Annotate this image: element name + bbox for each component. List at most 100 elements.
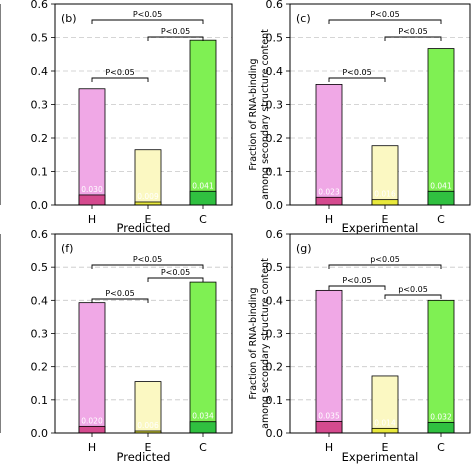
panel-g-ytick-label: 0.1: [266, 394, 284, 407]
panel-b-bracket-label: P<0.05: [105, 68, 134, 77]
panel-b-bracket-label: P<0.05: [133, 10, 162, 19]
panel-c-ytick-label: 0.2: [266, 132, 284, 145]
panel-b-bracket: [147, 36, 204, 41]
panel-b-xtick-H: H: [88, 213, 96, 226]
panel-b-data-label-C: 0.041: [192, 181, 214, 190]
panel-f-label: (f): [61, 242, 73, 255]
panel-c-bracket-label: P<0.05: [370, 10, 399, 19]
panel-c-bar-binding-H: [315, 196, 343, 206]
panel-f-bracket: [91, 298, 149, 303]
panel-f-bar-total-C: [189, 281, 217, 434]
panel-b-ytick-label: 0.0: [31, 199, 49, 212]
panel-b-bar-binding-H: [78, 194, 106, 206]
panel-b-label: (b): [61, 12, 77, 25]
panel-b-bar-total-H: [78, 88, 106, 206]
panel-f-data-label-C: 0.034: [192, 412, 214, 421]
panel-b-ytick-label: 0.2: [31, 132, 49, 145]
panel-c-data-label-C: 0.041: [430, 181, 452, 190]
panel-b-ytick-label: 0.4: [31, 65, 49, 78]
panel-b-data-label-E: 0.009: [137, 192, 159, 201]
panel-b-data-label-H: 0.030: [81, 185, 103, 194]
panel-c-bar-binding-C: [427, 190, 455, 206]
panel-g-data-label-E: 0.014: [374, 418, 396, 427]
panel-c-ylabel-line1: Fraction of RNA-binding: [248, 59, 259, 171]
panel-f-bracket-label: P<0.05: [105, 289, 134, 298]
panel-g-ylabel-line2: among secondary structure content: [260, 258, 271, 429]
panel-c-ytick-label: 0.6: [266, 0, 284, 11]
panel-f-bracket: [91, 264, 204, 269]
panel-g-ytick-label: 0.3: [266, 328, 284, 341]
panel-g-label: (g): [296, 242, 312, 255]
panel-b-xtick-C: C: [199, 213, 207, 226]
panel-f-bracket-label: P<0.05: [133, 255, 162, 264]
panel-c-data-label-E: 0.016: [374, 190, 396, 199]
panel-g-bracket: [328, 264, 442, 269]
panel-c-ytick-label: 0.3: [266, 99, 284, 112]
panel-g-ylabel-line1: Fraction of RNA-binding: [248, 288, 259, 400]
panel-g-bracket: [384, 294, 442, 299]
panel-c-bar-total-E: [371, 145, 399, 206]
panel-f-bar-binding-H: [78, 425, 106, 434]
panel-c-bracket: [328, 19, 442, 24]
panel-g-bracket-label: p<0.05: [370, 255, 400, 264]
panel-g-xtick-C: C: [437, 441, 445, 454]
panel-c-xtick-E: E: [382, 213, 389, 226]
panel-c-ylabel-line2: among secondary structure content: [260, 29, 271, 200]
panel-g-bar-total-H: [315, 289, 343, 434]
panel-c-ytick-label: 0.0: [266, 199, 284, 212]
panel-f-ytick-label: 0.2: [31, 361, 49, 374]
panel-g-xtick-H: H: [325, 441, 333, 454]
panel-b-bar-binding-C: [189, 190, 217, 206]
panel-c-label: (c): [296, 12, 311, 25]
panel-c-ytick-label: 0.5: [266, 32, 284, 45]
panel-g-bar-binding-E: [371, 427, 399, 434]
panel-c-xlabel: Experimental: [342, 221, 419, 235]
panel-g-data-label-H: 0.035: [318, 411, 340, 420]
panel-c-bracket: [384, 36, 442, 41]
panel-b-ytick-label: 0.1: [31, 166, 49, 179]
panel-g-bracket: [328, 285, 386, 290]
panel-g-bar-binding-H: [315, 420, 343, 434]
panel-g-ytick-label: 0.0: [266, 427, 284, 440]
panel-f-data-label-E: 0.006: [137, 421, 159, 430]
panel-f-ytick-label: 0.3: [31, 328, 49, 341]
panel-c-xtick-H: H: [325, 213, 333, 226]
panel-g-bar-total-C: [427, 299, 455, 434]
panel-b-bracket: [91, 19, 204, 24]
panel-f-bar-total-H: [78, 302, 106, 434]
panel-g-ytick-label: 0.2: [266, 361, 284, 374]
panel-f-xtick-C: C: [199, 441, 207, 454]
panel-f-bar-total-E: [134, 381, 162, 434]
panel-c-bracket-label: P<0.05: [342, 68, 371, 77]
panel-b-ytick-label: 0.6: [31, 0, 49, 11]
panel-c-bracket: [328, 77, 386, 82]
panel-g-bracket-label: P<0.05: [342, 276, 371, 285]
panel-b-xtick-E: E: [145, 213, 152, 226]
panel-f-ytick-label: 0.0: [31, 427, 49, 440]
panel-b-ytick-label: 0.3: [31, 99, 49, 112]
panel-g-bar-binding-C: [427, 421, 455, 434]
panel-c-bar-total-C: [427, 48, 455, 206]
panel-b-xlabel: Predicted: [117, 221, 171, 235]
panel-g-ytick-label: 0.4: [266, 294, 284, 307]
panel-g-bracket-label: p<0.05: [398, 285, 428, 294]
panel-f-data-label-H: 0.020: [81, 416, 103, 425]
panel-f-ytick-label: 0.6: [31, 228, 49, 241]
panel-b-bracket-label: P<0.05: [161, 27, 190, 36]
panel-f-bracket-label: P<0.05: [161, 268, 190, 277]
panel-c-bracket-label: P<0.05: [398, 27, 427, 36]
panel-c-xtick-C: C: [437, 213, 445, 226]
panel-f-ytick-label: 0.5: [31, 261, 49, 274]
panel-g-xlabel: Experimental: [342, 450, 419, 464]
panel-f-xlabel: Predicted: [117, 450, 171, 464]
panel-c-bar-binding-E: [371, 199, 399, 206]
panel-f-bar-binding-C: [189, 421, 217, 434]
panel-f-ytick-label: 0.1: [31, 394, 49, 407]
panel-g-xtick-E: E: [382, 441, 389, 454]
panel-f-ytick-label: 0.4: [31, 294, 49, 307]
panel-f-bracket: [147, 277, 204, 282]
panel-c-ytick-label: 0.1: [266, 166, 284, 179]
panel-f-xtick-E: E: [145, 441, 152, 454]
panel-g-ytick-label: 0.5: [266, 261, 284, 274]
